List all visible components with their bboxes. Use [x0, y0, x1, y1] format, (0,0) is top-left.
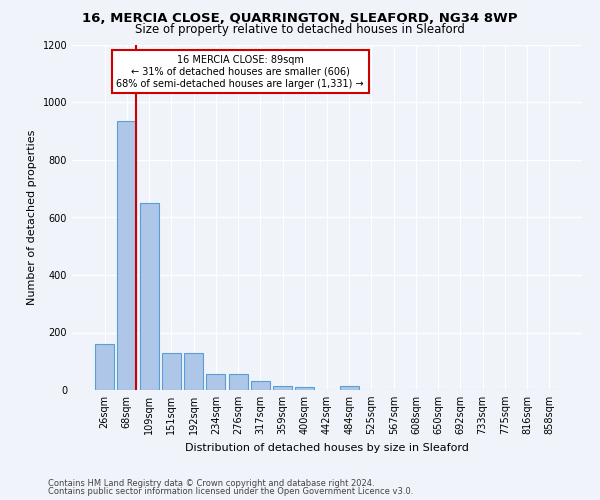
Text: Contains HM Land Registry data © Crown copyright and database right 2024.: Contains HM Land Registry data © Crown c… [48, 478, 374, 488]
Y-axis label: Number of detached properties: Number of detached properties [27, 130, 37, 305]
Bar [251, 382, 270, 390]
Bar [273, 386, 292, 390]
Bar [95, 344, 114, 390]
Bar [229, 374, 248, 390]
Text: Size of property relative to detached houses in Sleaford: Size of property relative to detached ho… [135, 22, 465, 36]
Text: 16 MERCIA CLOSE: 89sqm
← 31% of detached houses are smaller (606)
68% of semi-de: 16 MERCIA CLOSE: 89sqm ← 31% of detached… [116, 56, 364, 88]
Bar [295, 387, 314, 390]
Bar [184, 352, 203, 390]
X-axis label: Distribution of detached houses by size in Sleaford: Distribution of detached houses by size … [185, 442, 469, 452]
Bar [206, 374, 225, 390]
Bar [340, 386, 359, 390]
Text: 16, MERCIA CLOSE, QUARRINGTON, SLEAFORD, NG34 8WP: 16, MERCIA CLOSE, QUARRINGTON, SLEAFORD,… [82, 12, 518, 26]
Bar [118, 121, 136, 390]
Bar [140, 203, 158, 390]
Text: Contains public sector information licensed under the Open Government Licence v3: Contains public sector information licen… [48, 487, 413, 496]
Bar [162, 352, 181, 390]
